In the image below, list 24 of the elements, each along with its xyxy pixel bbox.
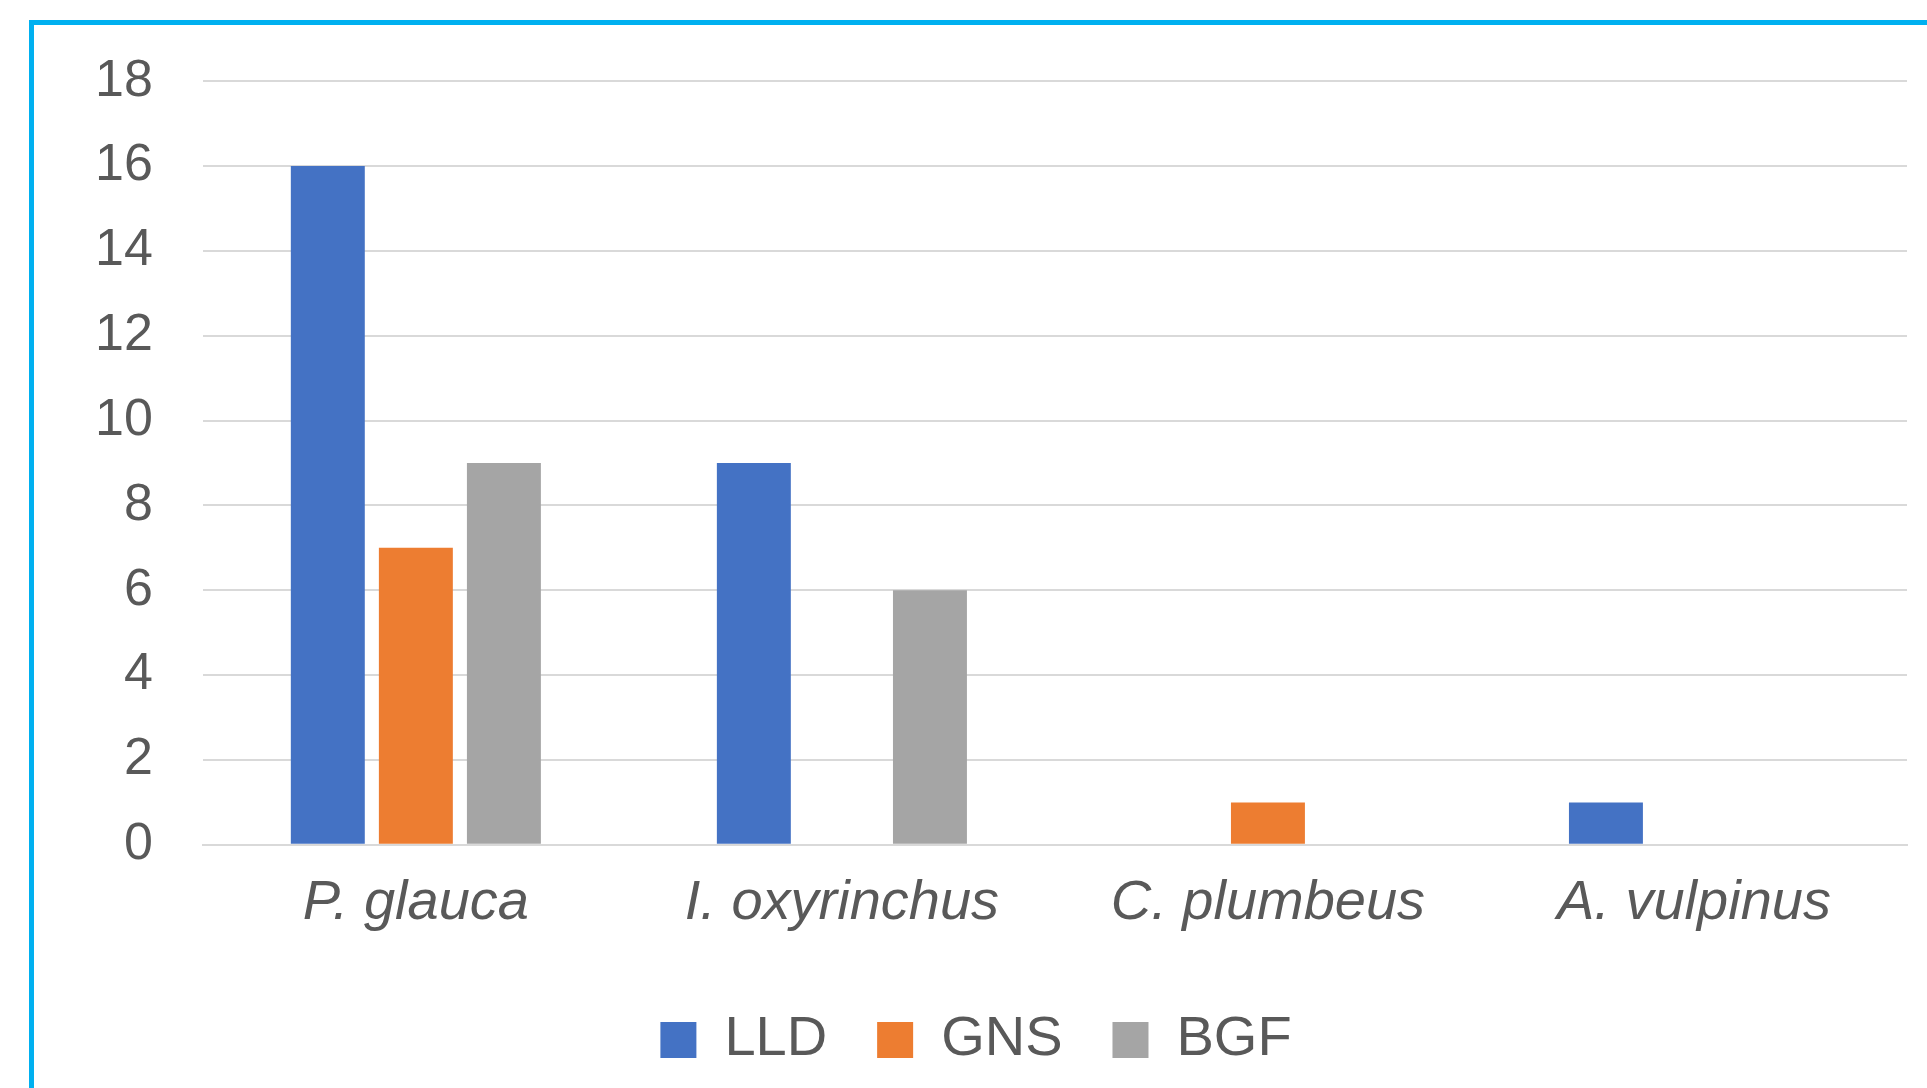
y-tick-label: 6 [123,557,153,616]
y-tick-label: 16 [95,133,153,192]
y-tick-label: 10 [95,387,153,446]
y-tick-label: 4 [123,642,153,701]
y-tick-label: 18 [95,48,153,107]
legend-label: GNS [941,1004,1063,1068]
bar [1568,802,1643,844]
y-tick-label: 2 [123,727,153,786]
y-tick-label: 0 [123,812,153,871]
y-tick-label: 14 [95,218,153,277]
legend-label: BGF [1176,1004,1292,1068]
bar [378,547,453,844]
bar [892,590,967,844]
x-tick-label: C. plumbeus [1110,867,1426,931]
x-tick-label: P. glauca [302,867,529,931]
bar [290,166,365,844]
y-tick-label: 8 [123,472,153,531]
y-tick-label: 12 [95,303,153,362]
bar [716,463,791,844]
x-tick-label: I. oxyrinchus [684,867,1000,931]
bar [466,463,541,844]
legend-label: LLD [724,1004,828,1068]
x-tick-label: A. vulpinus [1554,867,1831,931]
bar [1230,802,1305,844]
